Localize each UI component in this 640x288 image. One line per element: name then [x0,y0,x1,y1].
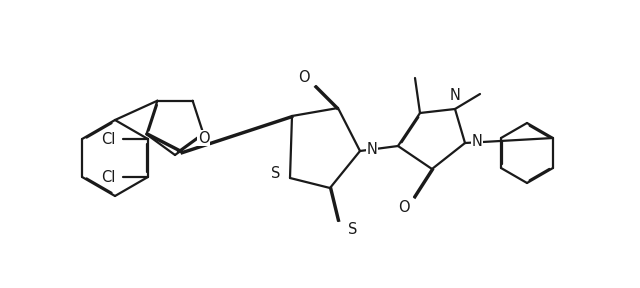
Text: N: N [449,88,460,103]
Text: Cl: Cl [100,132,115,147]
Text: N: N [367,141,378,156]
Text: O: O [198,131,209,146]
Text: Cl: Cl [100,170,115,185]
Text: O: O [298,71,310,86]
Text: O: O [398,200,410,215]
Text: S: S [348,221,358,236]
Text: N: N [472,134,483,149]
Text: S: S [271,166,281,181]
